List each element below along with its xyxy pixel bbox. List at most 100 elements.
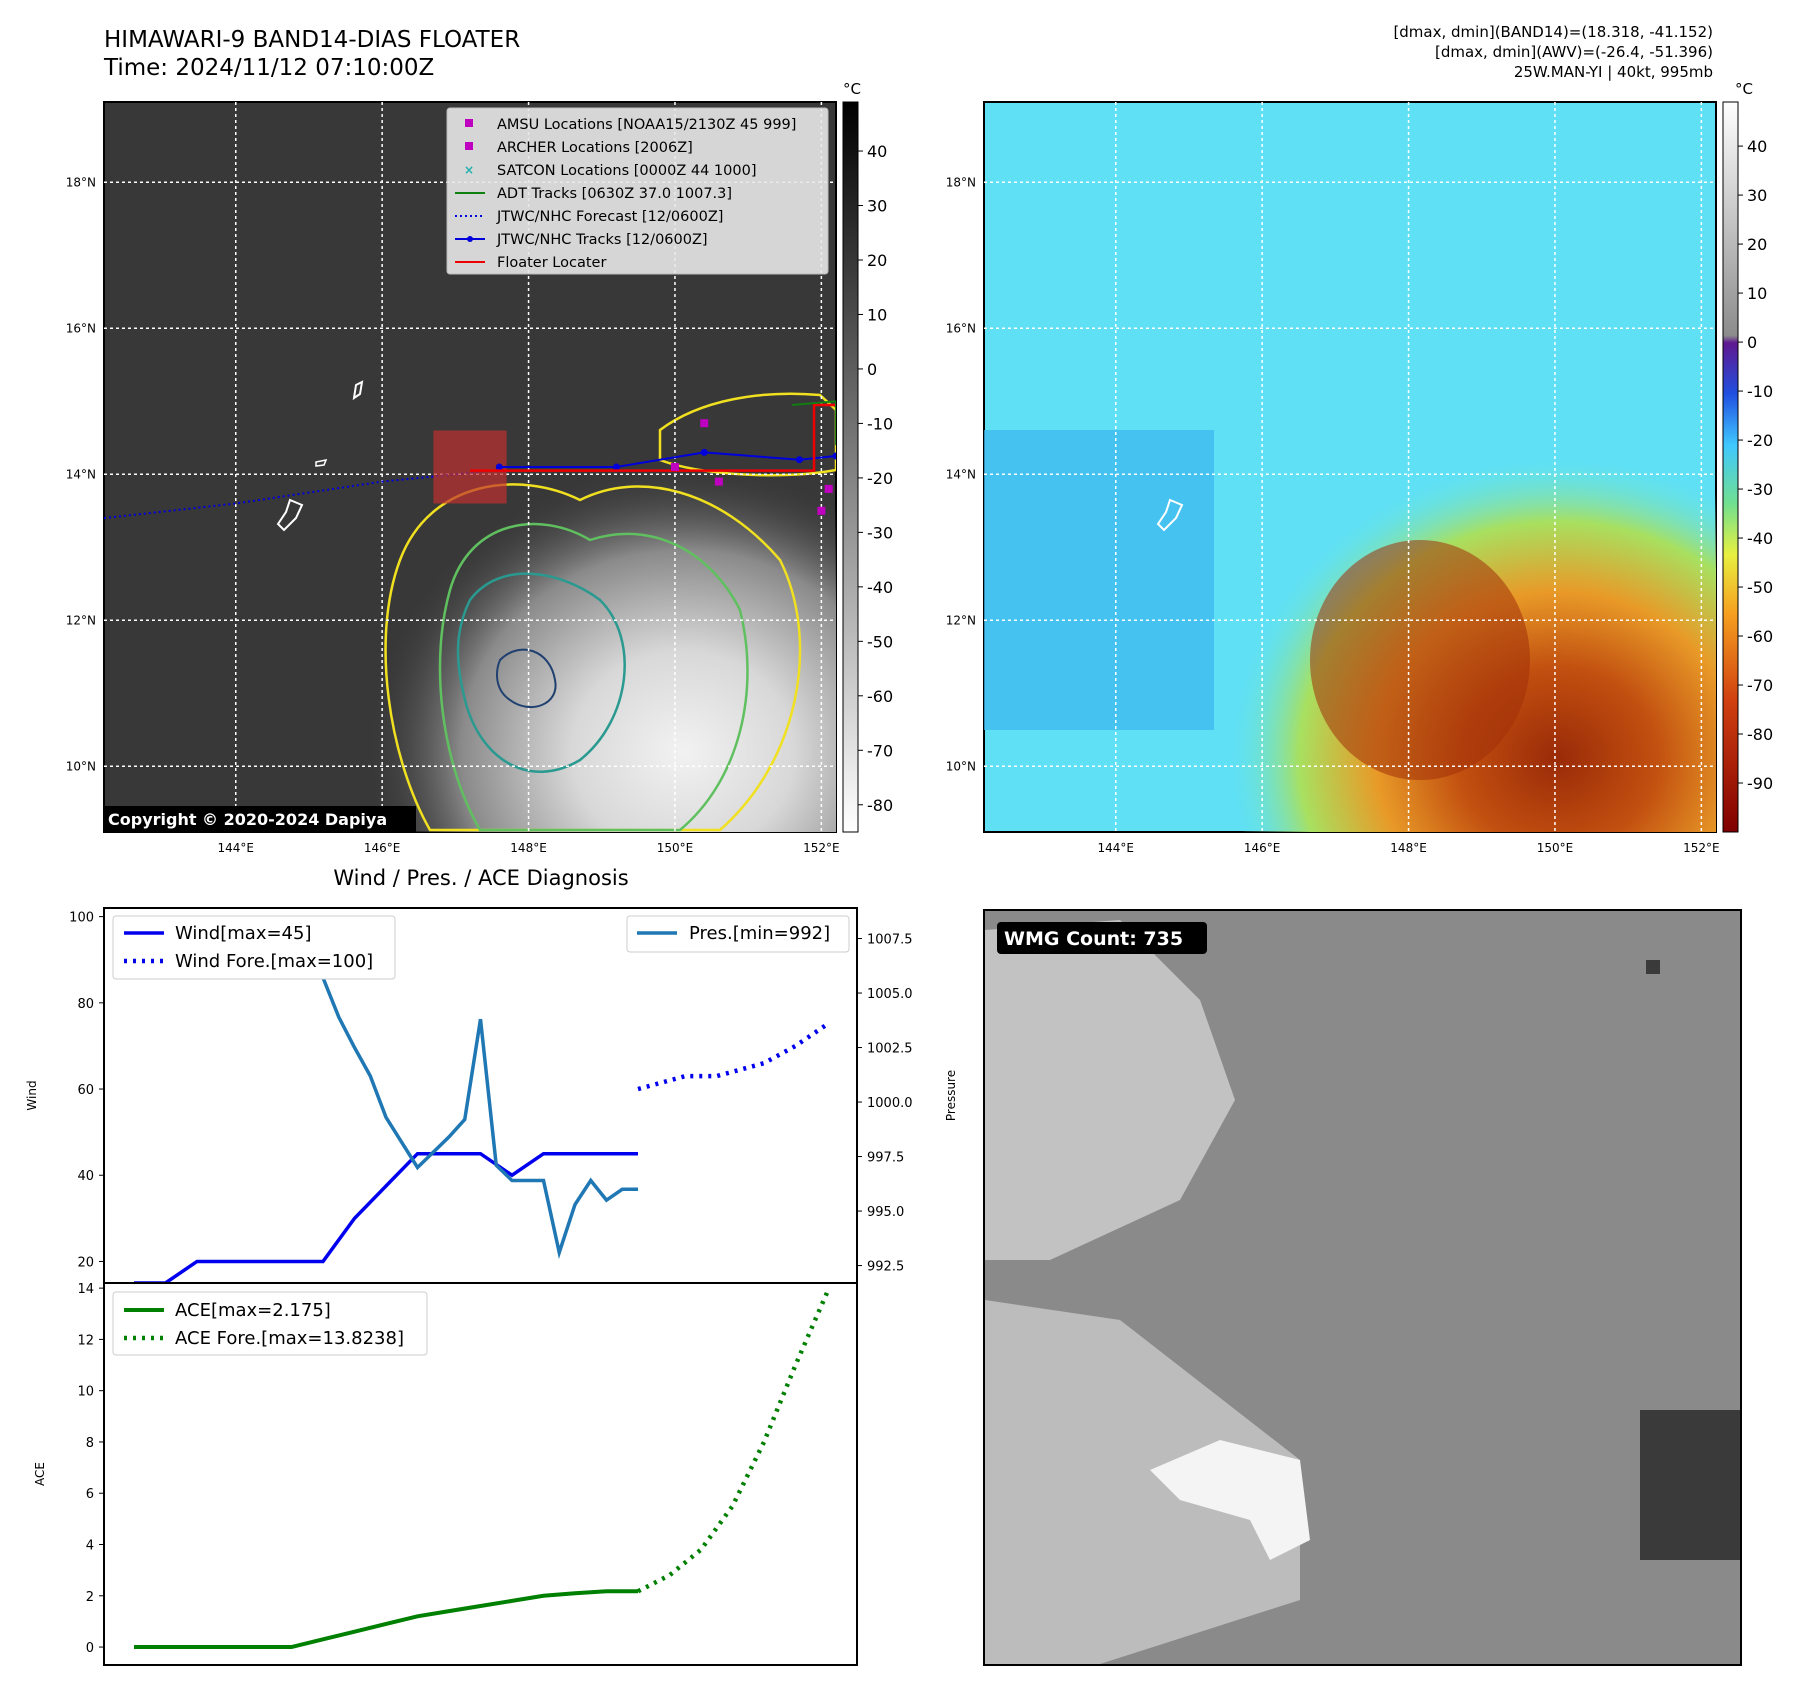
saipan-island — [352, 380, 364, 401]
awv-map-panel: 144°E 146°E 148°E 150°E 152°E 10°N 12°N 14°N 16°… — [946, 80, 1773, 855]
ir-contour-teal — [456, 572, 626, 773]
lat-tick-label: 10°N — [946, 759, 976, 773]
colorbar-tick-label: -70 — [867, 741, 893, 760]
colorbar-tick-label: -50 — [867, 632, 893, 651]
wind-legend-box — [112, 915, 396, 980]
amsu-marker — [817, 506, 826, 515]
colorbar-tick-label: 30 — [867, 197, 887, 216]
legend-label: Floater Locater — [497, 255, 606, 271]
ir-map-panel: 144°E 146°E 148°E 150°E 152°E 10°N 12°N 14°N 16°… — [66, 80, 893, 855]
wind-y-tick-label: 60 — [77, 1083, 94, 1098]
wmg-bright-region-west — [985, 920, 1235, 1260]
jtwc-track-point — [795, 456, 803, 464]
ir-colorbar-ticks: 40 30 20 10 0 -10 -20 -30 -40 -50 -60 -70 -80 — [858, 142, 893, 815]
legend-box — [446, 107, 829, 275]
awv-map-axis-labels: 144°E 146°E 148°E 150°E 152°E 10°N 12°N 14°N 16°… — [946, 175, 1720, 855]
awv-map-gridlines — [984, 102, 1716, 832]
info-line-awv: [dmax, dmin](AWV)=(-26.4, -51.396) — [1434, 43, 1713, 61]
rota-island — [315, 458, 328, 467]
ace-y-tick-label: 12 — [77, 1333, 94, 1348]
ace-chart: 0 2 4 6 8 10 12 14 ACE ACE[max=2.175] ACE Fore.[ma… — [33, 1282, 858, 1666]
pressure-legend-label: Pres.[min=992] — [689, 923, 830, 944]
lon-tick-label: 144°E — [218, 841, 255, 855]
amsu-marker — [714, 477, 723, 486]
lon-tick-label: 150°E — [657, 841, 694, 855]
legend-marker — [467, 236, 473, 242]
lat-tick-label: 16°N — [66, 321, 96, 335]
lat-tick-label: 12°N — [946, 613, 976, 627]
ir-map-axis-labels: 144°E 146°E 148°E 150°E 152°E 10°N 12°N 14°N 16°… — [66, 175, 840, 855]
wmg-white-streak — [1150, 1440, 1310, 1560]
wind-series-line — [134, 1151, 638, 1285]
ir-colorbar-unit: °C — [843, 80, 861, 98]
pressure-legend-box — [626, 915, 850, 953]
jtwc-track-point — [832, 452, 836, 460]
awv-colorbar-unit: °C — [1735, 80, 1753, 98]
ace-y-axis-label: ACE — [33, 1462, 47, 1486]
awv-dense-core — [1310, 540, 1530, 780]
jtwc-track-point — [700, 448, 708, 456]
lon-tick-label: 150°E — [1537, 841, 1574, 855]
ir-contour-inner — [496, 648, 557, 709]
diagnosis-title: Wind / Pres. / ACE Diagnosis — [333, 866, 628, 890]
jtwc-track-point — [612, 463, 620, 471]
lon-tick-label: 146°E — [364, 841, 401, 855]
wmg-panel: WMG Count: 735 — [983, 909, 1742, 1666]
ace-y-tick-label: 8 — [86, 1436, 94, 1451]
ace-y-tick-label: 10 — [77, 1385, 94, 1400]
legend-label: JTWC/NHC Forecast [12/0600Z] — [496, 209, 723, 225]
copyright-box — [104, 806, 416, 832]
guam-island — [276, 498, 304, 532]
lon-tick-label: 152°E — [803, 841, 840, 855]
ace-y-tick-label: 4 — [86, 1539, 94, 1554]
colorbar-tick-label: -90 — [1747, 774, 1773, 793]
floater-locater-line — [470, 403, 836, 472]
colorbar-tick-label: -40 — [867, 578, 893, 597]
ace-legend-label: ACE[max=2.175] — [175, 1300, 331, 1321]
jtwc-track-point — [495, 463, 503, 471]
colorbar-tick-label: -20 — [1747, 431, 1773, 450]
lat-tick-label: 12°N — [66, 613, 96, 627]
pressure-y-axis-label: Pressure — [944, 1070, 958, 1121]
lat-tick-label: 16°N — [946, 321, 976, 335]
ir-map-legend: AMSU Locations [NOAA15/2130Z 45 999] ARCH… — [446, 107, 829, 275]
figure-time: Time: 2024/11/12 07:10:00Z — [104, 55, 435, 81]
colorbar-tick-label: -80 — [1747, 725, 1773, 744]
colorbar-tick-label: 20 — [867, 251, 887, 270]
legend-marker — [465, 119, 473, 127]
pressure-y-tick-label: 997.5 — [867, 1151, 904, 1166]
pressure-y-tick-label: 995.0 — [867, 1205, 904, 1220]
amsu-marker — [824, 484, 833, 493]
lon-tick-label: 148°E — [1390, 841, 1427, 855]
colorbar-tick-label: 10 — [867, 305, 887, 324]
ir-contour-yellow — [384, 483, 802, 832]
legend-marker — [465, 142, 473, 150]
lon-tick-label: 148°E — [510, 841, 547, 855]
wind-legend-label: Wind[max=45] — [175, 923, 312, 944]
lat-tick-label: 14°N — [66, 467, 96, 481]
ace-forecast-legend-label: ACE Fore.[max=13.8238] — [175, 1328, 404, 1349]
awv-colorbar-ticks: 40 30 20 10 0 -10 -20 -30 -40 -50 -60 -70 -80 -90 — [1738, 137, 1773, 793]
colorbar-tick-label: 0 — [1747, 333, 1757, 352]
wind-pressure-chart: 20 40 60 80 100 Wind 992.5 995.0 997.5 1000.0 1002… — [25, 907, 958, 1285]
ir-map-tracks — [104, 400, 836, 520]
colorbar-tick-label: -20 — [867, 469, 893, 488]
amsu-marker — [670, 463, 679, 471]
wind-y-axis-label: Wind — [25, 1080, 39, 1110]
info-line-band14: [dmax, dmin](BAND14)=(18.318, -41.152) — [1393, 23, 1713, 41]
colorbar-tick-label: -60 — [867, 687, 893, 706]
title-block: HIMAWARI-9 BAND14-DIAS FLOATER Time: 202… — [104, 26, 520, 82]
colorbar-tick-label: -10 — [1747, 382, 1773, 401]
info-block: [dmax, dmin](BAND14)=(18.318, -41.152) [… — [1393, 22, 1713, 82]
ace-y-tick-label: 6 — [86, 1487, 94, 1502]
colorbar-tick-label: 0 — [867, 360, 877, 379]
legend-label: JTWC/NHC Tracks [12/0600Z] — [496, 232, 708, 248]
wind-y-tick-label: 40 — [77, 1169, 94, 1184]
colorbar-tick-label: 20 — [1747, 235, 1767, 254]
legend-marker: × — [464, 163, 474, 177]
lat-tick-label: 18°N — [946, 175, 976, 189]
wmg-bright-region-southwest — [985, 1300, 1300, 1664]
wind-y-tick-label: 20 — [77, 1255, 94, 1270]
